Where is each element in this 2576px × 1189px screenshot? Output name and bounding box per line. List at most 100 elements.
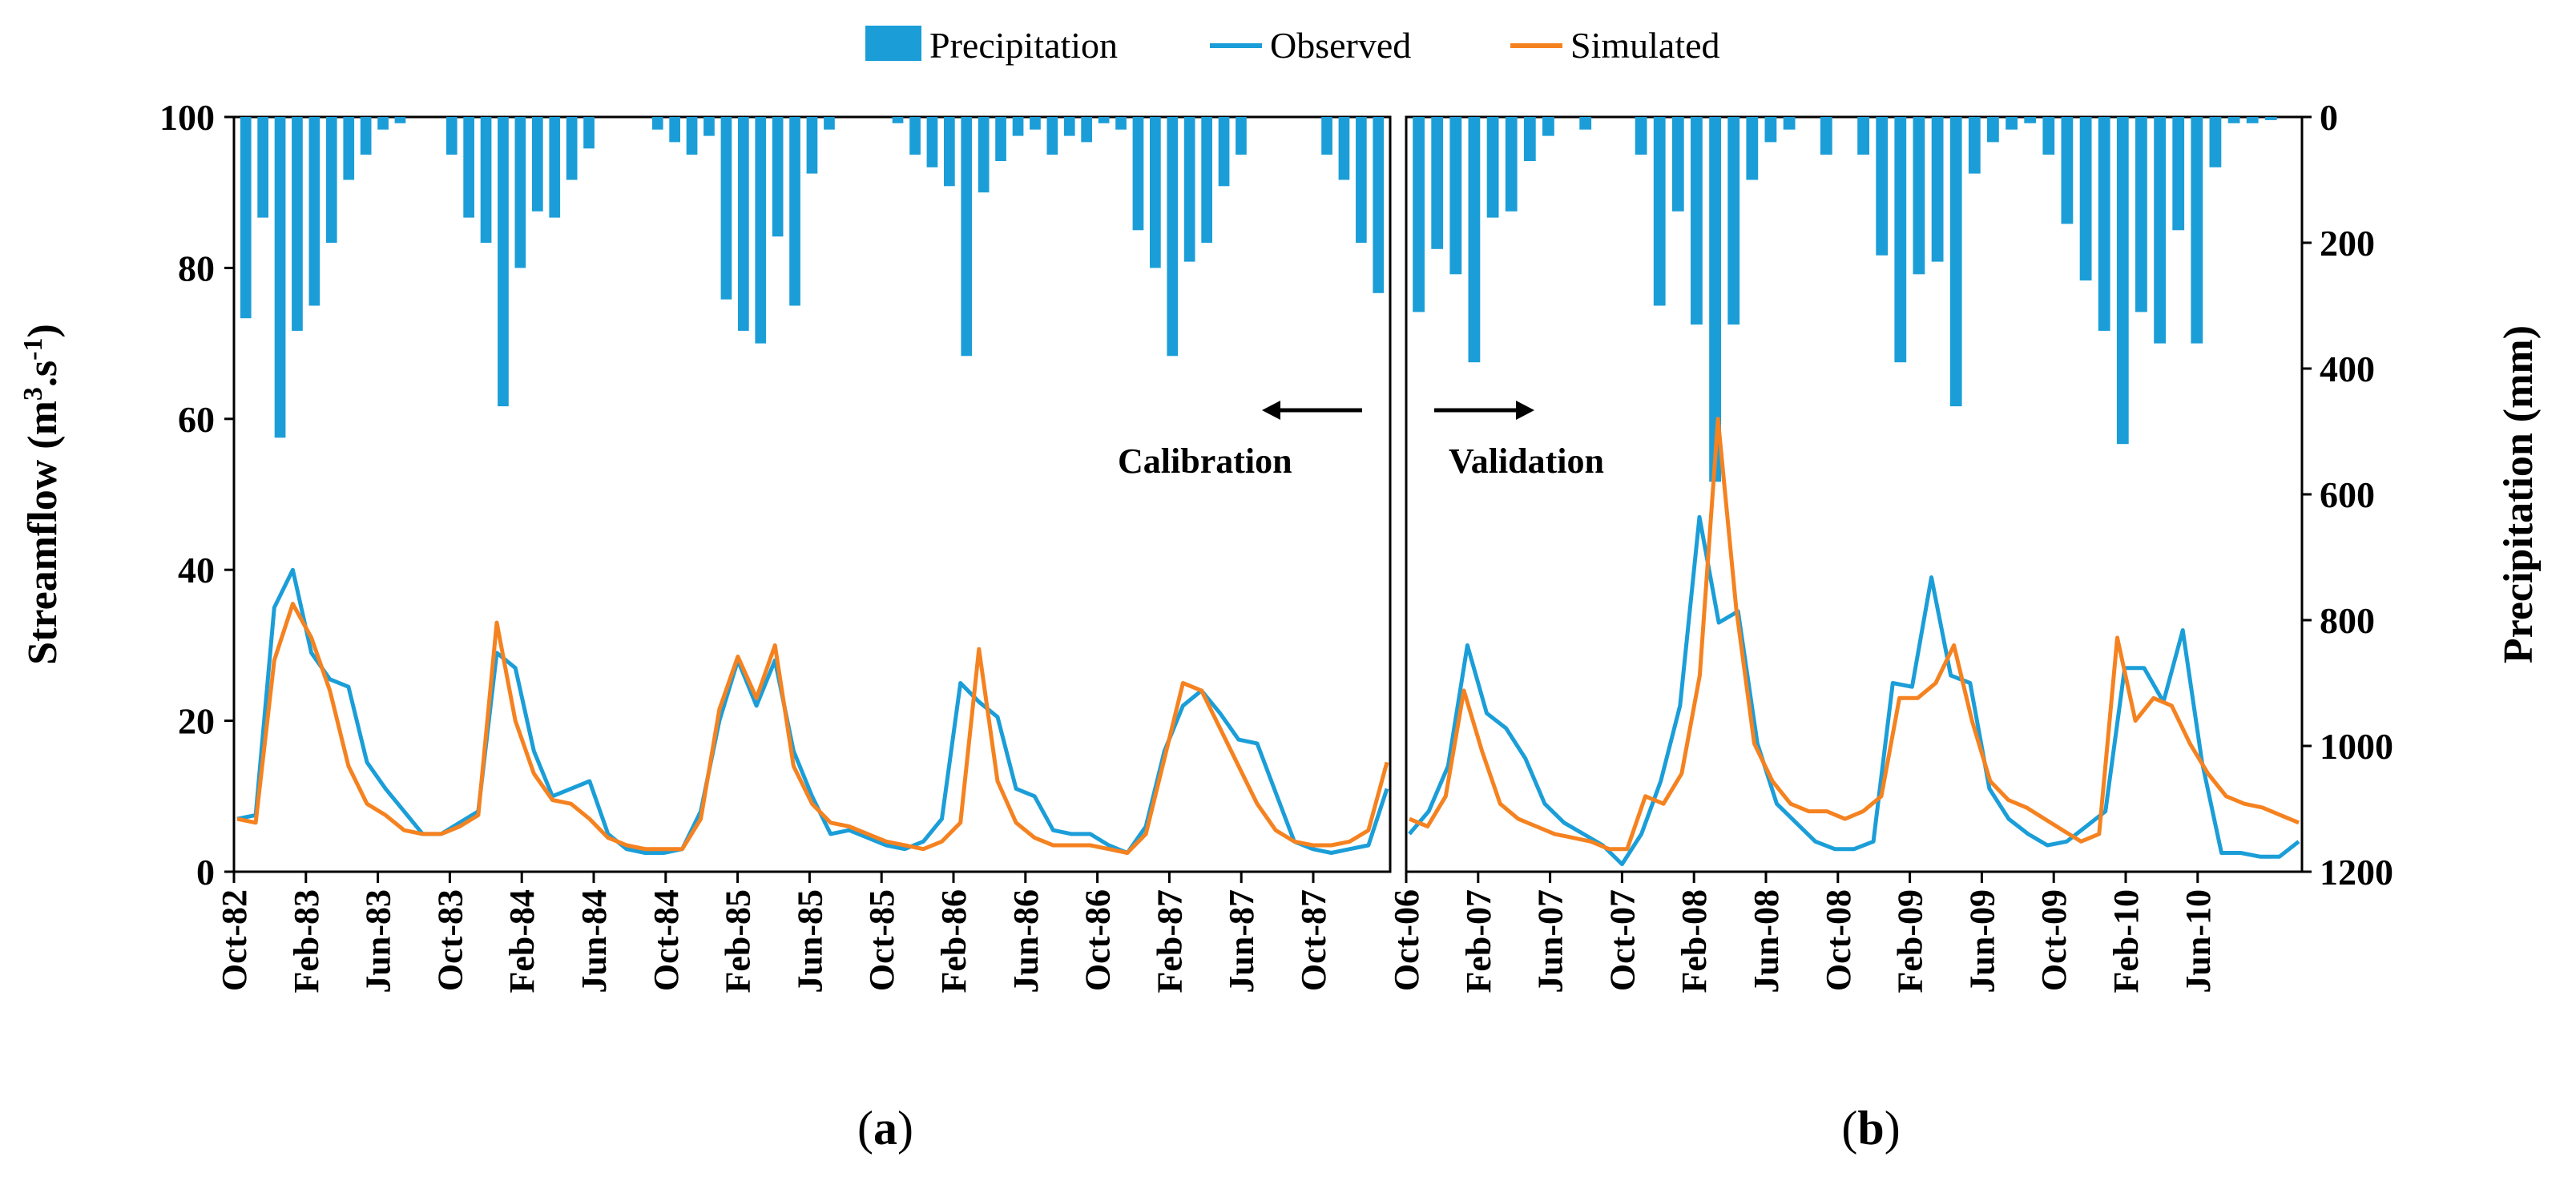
precip-bar <box>1236 117 1247 155</box>
precip-bar <box>2191 117 2203 344</box>
precip-bar <box>2172 117 2185 231</box>
precip-bar <box>549 117 561 218</box>
precip-bar <box>325 117 337 243</box>
precip-bar <box>944 117 955 187</box>
right-tick-label: 200 <box>2320 223 2375 264</box>
precip-bar <box>1486 117 1499 218</box>
x-tick-label: Feb-86 <box>934 889 974 994</box>
precip-bar <box>1671 117 1684 212</box>
x-tick-label: Jun-08 <box>1747 889 1786 994</box>
legend-simulated-label: Simulated <box>1570 25 1720 66</box>
panel-a-letter: a <box>873 1102 897 1155</box>
calibration-arrowhead <box>1262 401 1280 420</box>
x-tick-label: Oct-83 <box>430 889 470 991</box>
precip-bar <box>686 117 698 155</box>
precip-bar <box>1183 117 1195 262</box>
precip-bar <box>1949 117 1962 407</box>
precip-bar <box>514 117 526 268</box>
precip-bar <box>1913 117 1925 275</box>
x-tick-label: Oct-85 <box>862 889 901 991</box>
validation-annotation: Validation <box>1434 401 1604 481</box>
precip-bar <box>292 117 303 331</box>
x-tick-label: Oct-07 <box>1602 889 1642 991</box>
left-axis-title-mid: .s <box>20 361 66 387</box>
precip-bar <box>1523 117 1536 161</box>
precip-bar <box>1709 117 1721 482</box>
precip-bar <box>463 117 474 218</box>
panel-a-frame <box>232 115 1392 873</box>
left-axis-title: Streamflow (m3.s-1) <box>18 324 66 665</box>
x-tick-label: Jun-87 <box>1222 889 1261 994</box>
x-tick-label: Feb-08 <box>1675 889 1714 994</box>
precip-bar <box>1413 117 1425 312</box>
precip-bar <box>1081 117 1092 143</box>
precip-bar <box>2264 117 2277 120</box>
x-tick-label: Oct-06 <box>1387 889 1426 991</box>
precip-bar <box>772 117 784 237</box>
x-tick-label: Oct-87 <box>1294 889 1333 991</box>
x-tick-label: Oct-82 <box>215 889 254 991</box>
x-tick-label: Feb-09 <box>1891 889 1930 994</box>
x-tick-label: Jun-07 <box>1531 889 1570 994</box>
precip-bar <box>1201 117 1212 243</box>
left-tick-label: 0 <box>196 852 215 893</box>
right-axis-ticks: 0 200 400 600 800 1000 1200 <box>2302 97 2393 893</box>
precip-bar <box>1727 117 1740 325</box>
precip-bar <box>1431 117 1444 249</box>
precip-bar <box>926 117 938 167</box>
precip-bar <box>738 117 749 331</box>
x-tick-label: Oct-86 <box>1078 889 1118 991</box>
precip-bar <box>2061 117 2074 224</box>
precip-bar <box>274 117 286 438</box>
precipitation-bars-b <box>1413 117 2277 482</box>
precip-bar <box>257 117 268 218</box>
precip-bar <box>1820 117 1832 155</box>
precip-bar <box>2024 117 2037 123</box>
precip-bar <box>1115 117 1127 130</box>
observed-line <box>1408 514 2300 867</box>
panel-b-label: (b) <box>1841 1102 1900 1155</box>
precip-bar <box>1150 117 1161 268</box>
validation-arrowhead <box>1516 401 1534 420</box>
x-tick-label: Jun-86 <box>1006 889 1046 994</box>
precip-bar <box>1373 117 1385 293</box>
left-axis-ticks: 0 20 40 60 80 100 <box>159 97 234 893</box>
precip-bar <box>360 117 372 155</box>
legend-precipitation-label: Precipitation <box>929 25 1118 66</box>
precip-bar <box>806 117 818 174</box>
precip-bar <box>480 117 492 243</box>
precip-bar <box>377 117 389 130</box>
precip-bar <box>1012 117 1024 136</box>
precip-bar <box>1746 117 1759 180</box>
precip-bar <box>2135 117 2147 312</box>
precip-bar <box>2154 117 2166 344</box>
precip-bar <box>2116 117 2129 445</box>
precip-bar <box>1894 117 1907 363</box>
precip-bar <box>343 117 355 180</box>
precip-bar <box>1356 117 1367 243</box>
precip-bar <box>1338 117 1350 180</box>
x-tick-label: Feb-87 <box>1150 889 1189 994</box>
precip-bar <box>394 117 406 123</box>
precip-bar <box>2098 117 2110 331</box>
precip-bar <box>1857 117 1869 155</box>
simulated-line <box>236 602 1389 855</box>
precip-bar <box>2006 117 2018 130</box>
panel-b-letter: b <box>1857 1102 1884 1155</box>
precip-bar <box>1218 117 1230 187</box>
precip-bar <box>995 117 1006 161</box>
x-tick-label: Feb-07 <box>1459 889 1498 994</box>
precip-bar <box>1783 117 1796 130</box>
left-axis-title-sup1: 3 <box>18 387 48 401</box>
precip-bar <box>532 117 543 212</box>
precip-bar <box>2246 117 2259 123</box>
x-tick-label: Jun-83 <box>359 889 398 994</box>
precip-bar <box>240 117 252 319</box>
left-tick-label: 20 <box>178 701 215 742</box>
precip-bar <box>651 117 663 130</box>
x-tick-label: Jun-10 <box>2179 889 2218 994</box>
precip-bar <box>1876 117 1889 256</box>
precip-bar <box>755 117 767 344</box>
precip-bar <box>1764 117 1777 143</box>
